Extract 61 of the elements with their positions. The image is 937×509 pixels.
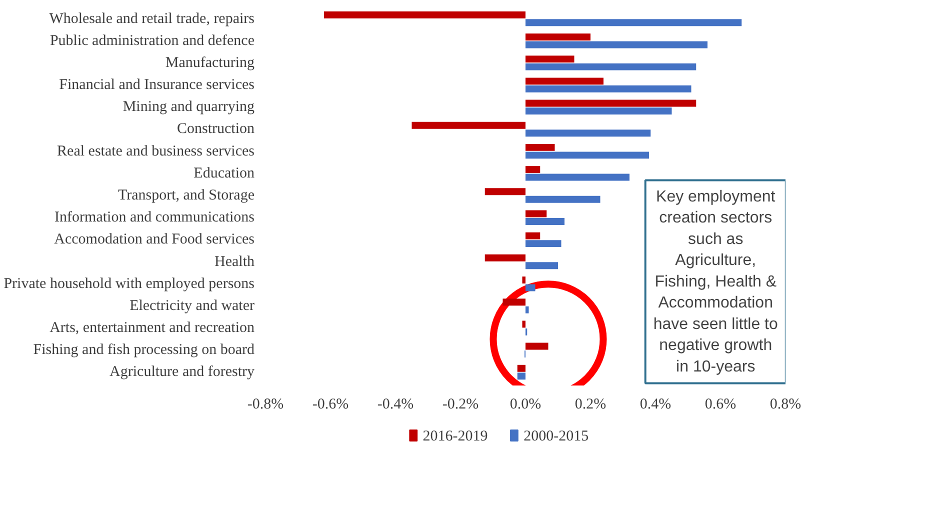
y-tick-label: Transport, and Storage: [118, 188, 255, 204]
bar: [412, 122, 526, 129]
bar: [522, 320, 526, 328]
bar: [526, 144, 555, 151]
legend-label: 2000-2015: [524, 428, 589, 444]
bar: [526, 196, 600, 203]
bar: [526, 306, 529, 314]
y-tick-label: Financial and Insurance services: [59, 77, 255, 94]
y-tick-label: Public administration and defence: [50, 32, 255, 49]
bar: [526, 284, 536, 292]
y-tick-label: Accomodation and Food services: [54, 232, 255, 248]
bar: [526, 78, 604, 85]
bar: [526, 34, 590, 40]
y-tick-label: Agriculture and forestry: [110, 364, 255, 380]
x-tick-label: 0.2%: [574, 396, 606, 412]
y-tick-label: Private household with employed persons: [4, 276, 255, 292]
bar: [526, 218, 564, 225]
y-tick-label: Fishing and fish processing on board: [33, 342, 255, 358]
bar: [526, 130, 651, 137]
bar: [324, 11, 526, 18]
bar: [526, 166, 540, 174]
bar: [522, 276, 526, 284]
bar: [526, 41, 708, 48]
y-tick-label: Electricity and water: [130, 298, 255, 314]
text: Key employment creation sectors such as Agriculture, Fishing, Health & Accommodation have seen little to negative growth in 10-years: [653, 188, 778, 376]
y-tick-label: Health: [214, 254, 255, 270]
bar: [517, 364, 526, 372]
y-tick-label: Education: [194, 165, 255, 182]
legend-label: 2016-2019: [422, 428, 488, 444]
y-tick-label: Mining and quarrying: [122, 99, 255, 116]
x-tick-label: 0.6%: [704, 396, 736, 412]
bar: [526, 19, 742, 26]
bar: [526, 100, 696, 107]
bar: [502, 298, 526, 306]
bar: [526, 240, 562, 248]
bar: [526, 152, 649, 159]
bar: [526, 56, 574, 63]
bar: [517, 372, 526, 380]
bar: [526, 262, 558, 270]
y-tick-label: Arts, entertainment and recreation: [50, 320, 255, 336]
x-tick-label: -0.8%: [247, 396, 284, 412]
x-tick-label: 0.0%: [510, 396, 542, 412]
x-tick-label: 0.8%: [770, 396, 802, 412]
y-tick-label: Construction: [177, 121, 255, 138]
x-tick-label: 0.4%: [640, 396, 672, 412]
y-tick-label: Wholesale and retail trade, repairs: [49, 10, 255, 27]
bar: [526, 210, 547, 218]
bar: [526, 232, 540, 240]
y-tick-label: Manufacturing: [165, 54, 255, 71]
x-tick-label: -0.2%: [442, 396, 479, 412]
bar: [526, 85, 692, 92]
bar: [526, 108, 672, 114]
bar: [526, 342, 548, 350]
y-tick-label: Information and communications: [54, 210, 255, 226]
x-tick-label: -0.4%: [377, 396, 414, 412]
bar: [526, 174, 630, 181]
x-tick-label: -0.6%: [312, 396, 349, 412]
bar: [526, 63, 696, 70]
bar: [484, 188, 526, 196]
y-tick-label: Real estate and business services: [57, 143, 255, 160]
bar: [484, 254, 526, 262]
